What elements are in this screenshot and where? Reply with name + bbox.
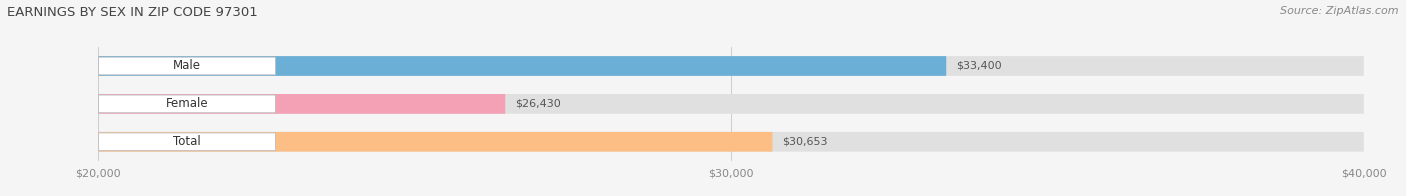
FancyBboxPatch shape (98, 132, 772, 152)
Text: Female: Female (166, 97, 208, 110)
FancyBboxPatch shape (98, 56, 1364, 76)
Text: Total: Total (173, 135, 201, 148)
Text: $33,400: $33,400 (956, 61, 1001, 71)
Text: EARNINGS BY SEX IN ZIP CODE 97301: EARNINGS BY SEX IN ZIP CODE 97301 (7, 6, 257, 19)
FancyBboxPatch shape (98, 94, 1364, 114)
FancyBboxPatch shape (98, 94, 505, 114)
Text: $30,653: $30,653 (782, 137, 827, 147)
Text: Source: ZipAtlas.com: Source: ZipAtlas.com (1281, 6, 1399, 16)
FancyBboxPatch shape (98, 56, 946, 76)
FancyBboxPatch shape (98, 133, 276, 151)
Text: $26,430: $26,430 (515, 99, 561, 109)
Text: Male: Male (173, 60, 201, 73)
FancyBboxPatch shape (98, 57, 276, 75)
FancyBboxPatch shape (98, 95, 276, 113)
FancyBboxPatch shape (98, 132, 1364, 152)
